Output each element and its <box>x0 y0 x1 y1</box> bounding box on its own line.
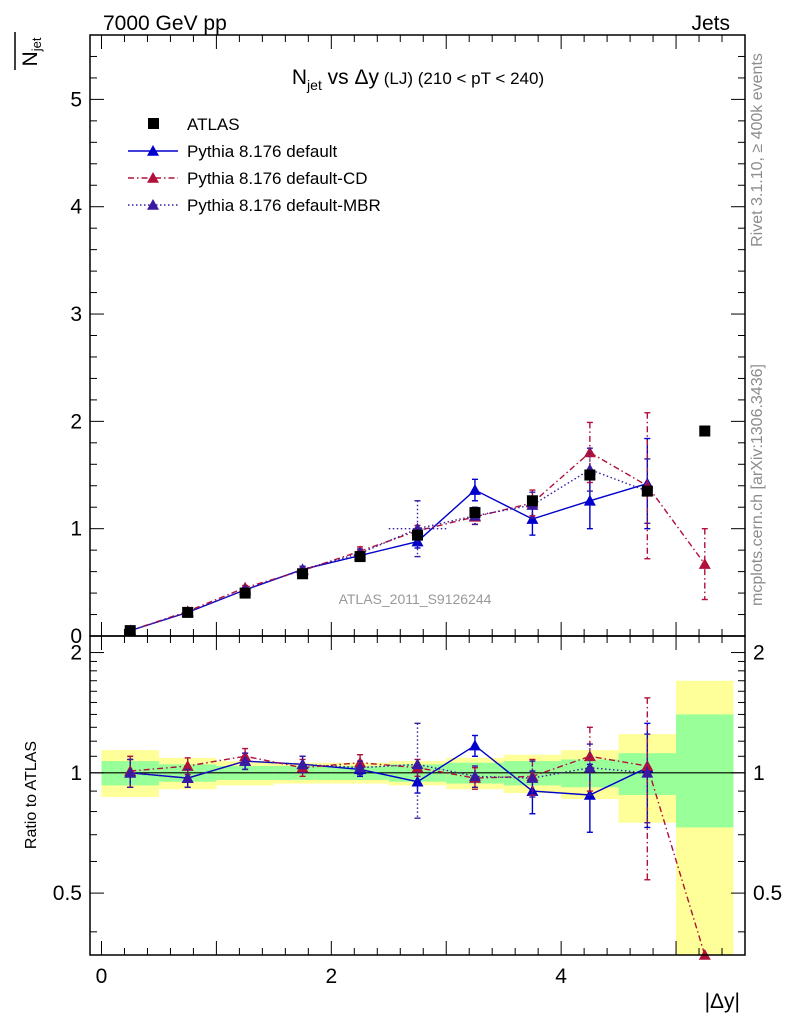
ratio-mbr-point <box>583 761 596 773</box>
main-ylabel-main: N <box>19 51 42 66</box>
ratio-y-tick-label-right: 1 <box>753 762 765 785</box>
legend-marker-mbr <box>147 199 159 210</box>
x-axis-label: |Δy| <box>705 990 740 1013</box>
side-rivet: Rivet 3.1.10, ≥ 400k events <box>749 53 766 247</box>
ratio-y-tick-label-left: 1 <box>70 762 82 785</box>
chart-title: Njet vs Δy (LJ) (210 < pT < 240) <box>292 66 544 93</box>
x-tick-label: 2 <box>325 965 337 988</box>
ratio-y-tick-label-left: 0.5 <box>53 882 82 905</box>
svg-text:Njet: Njet <box>19 37 44 66</box>
main-default-point <box>583 494 596 506</box>
legend-label: Pythia 8.176 default <box>187 142 338 161</box>
band-inner <box>676 714 734 828</box>
title-vs: vs <box>322 66 355 89</box>
ratio-y-tick-label-right: 2 <box>753 642 765 665</box>
y-tick-label: 3 <box>70 303 82 326</box>
ratio-y-tick-label-right: 0.5 <box>753 882 782 905</box>
ratio-mbr-point <box>239 755 252 766</box>
ratio-cd-line <box>130 755 706 956</box>
main-default-line <box>130 482 648 632</box>
side-mcplots: mcplots.cern.ch [arXiv:1306.3436] <box>749 364 766 606</box>
atlas-point <box>124 625 136 637</box>
title-var: Δy <box>355 66 380 89</box>
ratio-mbr-point <box>124 766 137 778</box>
atlas-point <box>182 606 194 618</box>
y-tick-label: 4 <box>70 196 82 219</box>
y-tick-label: 5 <box>70 88 82 111</box>
y-tick-label: 0 <box>70 625 82 648</box>
x-tick-label: 0 <box>96 965 108 988</box>
legend-label: ATLAS <box>187 115 240 134</box>
atlas-point <box>412 529 423 541</box>
atlas-point <box>641 485 653 497</box>
ratio-mbr-point <box>354 761 367 773</box>
main-ylabel: Njet <box>19 37 44 66</box>
legend-label: Pythia 8.176 default-CD <box>187 169 368 188</box>
title-main: N <box>292 66 307 89</box>
ratio-mbr-point <box>181 772 194 783</box>
legend-marker-atlas <box>148 118 159 129</box>
x-tick-label: 4 <box>555 965 567 988</box>
header-right: Jets <box>691 12 730 35</box>
title-extra: (LJ) (210 < pT < 240) <box>379 69 544 88</box>
ratio-plot <box>124 697 711 960</box>
legend-label: Pythia 8.176 default-MBR <box>187 196 381 215</box>
main-cd-point <box>698 558 711 569</box>
ratio-default-line <box>130 744 648 796</box>
header-left: 7000 GeV pp <box>103 12 227 35</box>
ratio-mbr-point <box>411 758 424 770</box>
atlas-point <box>584 469 596 481</box>
ratio-cd-point <box>181 760 194 771</box>
ratio-mbr-point <box>468 770 481 782</box>
analysis-id: ATLAS_2011_S9126244 <box>339 591 492 607</box>
ratio-mbr-point <box>641 766 654 778</box>
legend-marker-default <box>147 145 159 156</box>
atlas-point <box>699 425 711 437</box>
ratio-cd-point <box>641 760 654 771</box>
ratio-default-point <box>468 739 481 751</box>
atlas-point <box>297 568 309 580</box>
ratio-cd-point <box>583 750 596 762</box>
ratio-frame <box>89 635 746 956</box>
atlas-point <box>354 551 366 563</box>
atlas-point <box>469 507 481 519</box>
atlas-point <box>239 587 251 599</box>
main-cd-point <box>583 446 596 458</box>
title-sub: jet <box>306 77 322 93</box>
legend: ATLAS Pythia 8.176 default Pythia 8.176 de… <box>128 115 381 215</box>
ratio-ylabel: Ratio to ATLAS <box>23 741 40 849</box>
main-mbr-line <box>130 468 648 632</box>
ratio-default-point <box>411 775 424 787</box>
legend-marker-cd <box>147 172 159 183</box>
y-tick-label: 2 <box>70 410 82 433</box>
main-ylabel-sub: jet <box>29 37 44 52</box>
main-plot <box>124 412 711 637</box>
ratio-y-tick-label-left: 2 <box>70 642 82 665</box>
y-tick-label: 1 <box>70 518 82 541</box>
ratio-mbr-point <box>296 758 309 770</box>
atlas-point <box>526 495 538 507</box>
ratio-mbr-point <box>526 772 539 783</box>
main-default-point <box>468 484 481 495</box>
